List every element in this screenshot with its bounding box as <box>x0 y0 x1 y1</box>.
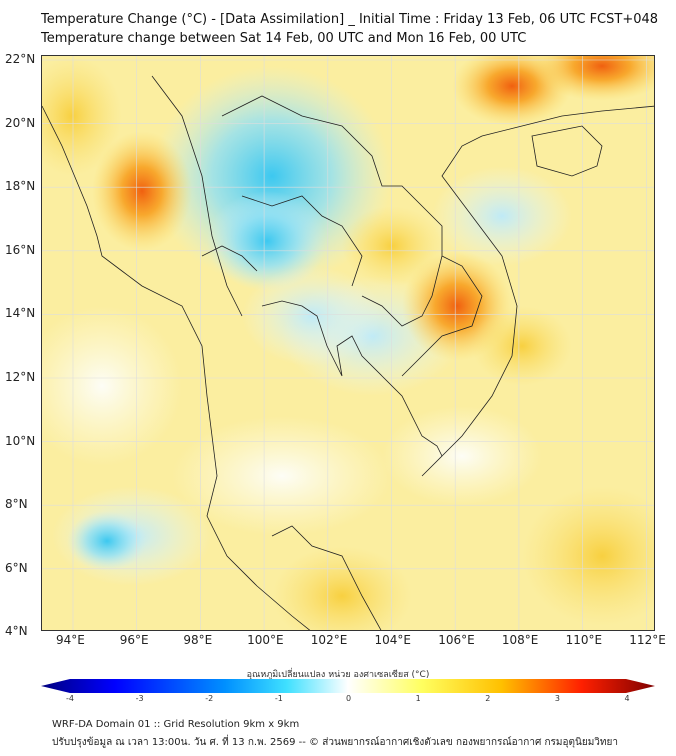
lon-label: 102°E <box>310 633 348 647</box>
lon-label: 112°E <box>629 633 666 647</box>
lon-label: 108°E <box>501 633 539 647</box>
lon-label: 96°E <box>119 633 149 647</box>
footer-line-2: ปรับปรุงข้อมูล ณ เวลา 13:00น. วัน ศ. ที่… <box>52 737 618 748</box>
lat-label: 12°N <box>5 370 36 384</box>
footer-line-1: WRF-DA Domain 01 :: Grid Resolution 9km … <box>52 719 300 730</box>
colorbar <box>41 679 655 693</box>
lat-label: 10°N <box>5 433 36 448</box>
colorbar-tick-label: -1 <box>274 694 283 703</box>
lat-label: 14°N <box>5 306 36 321</box>
lon-label: 106°E <box>438 633 475 647</box>
lat-label: 22°N <box>5 52 36 66</box>
lat-label: 18°N <box>5 179 36 194</box>
coastlines-and-borders <box>42 75 654 630</box>
colorbar-tick-label: -4 <box>66 694 74 703</box>
colorbar-tick-label: 2 <box>485 694 491 703</box>
lon-label: 110°E <box>565 633 603 647</box>
lon-label: 100°E <box>247 633 284 647</box>
lat-label: 20°N <box>5 115 36 130</box>
lon-label: 98°E <box>183 633 213 647</box>
lat-label: 6°N <box>5 560 28 575</box>
lat-label: 8°N <box>5 497 28 512</box>
colorbar-tick-label: -2 <box>205 694 214 703</box>
colorbar-tick-label: 0 <box>345 694 352 703</box>
title-line-2: Temperature change between Sat 14 Feb, 0… <box>41 31 527 46</box>
colorbar-tick-label: -3 <box>135 694 144 703</box>
temperature-change-map <box>41 55 655 631</box>
lat-label: 16°N <box>5 242 36 257</box>
colorbar-tick-label: 1 <box>415 694 421 703</box>
field-shading <box>42 56 654 630</box>
colorbar-tick-label: 3 <box>554 694 560 703</box>
colorbar-fill <box>41 679 655 693</box>
lon-label: 104°E <box>374 633 412 647</box>
graticule <box>42 56 654 630</box>
lon-label: 94°E <box>56 633 85 647</box>
map-canvas <box>42 56 654 630</box>
title-line-1: Temperature Change (°C) - [Data Assimila… <box>41 12 659 27</box>
lat-label: 4°N <box>5 624 28 639</box>
colorbar-tick-label: 4 <box>624 694 630 703</box>
colorbar-title: อุณหภูมิเปลี่ยนแปลง หน่วย องศาเซลเซียส (… <box>246 670 430 680</box>
